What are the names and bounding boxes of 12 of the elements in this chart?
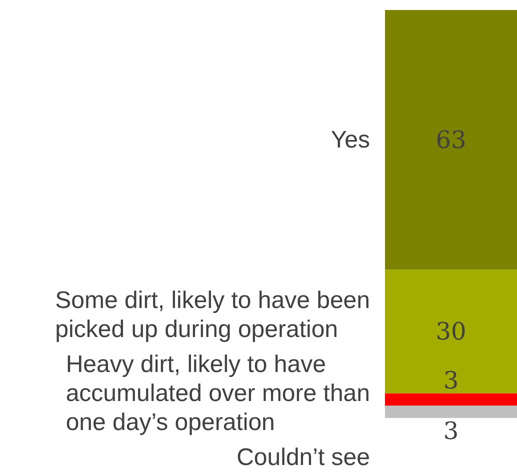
bar [385, 406, 517, 418]
series-label: Some dirt, likely to have been picked up during operation [55, 287, 370, 343]
data-label: 3 [443, 417, 459, 445]
bar [385, 393, 517, 406]
series-label: Heavy dirt, likely to have accumulated over more than one day’s operation [66, 351, 370, 436]
bar [385, 10, 517, 270]
bar [385, 270, 517, 394]
data-label: 63 [436, 126, 466, 154]
data-label: 3 [443, 366, 459, 394]
series-label: Yes [330, 126, 370, 154]
series-label: Couldn’t see [236, 444, 370, 471]
data-label: 30 [436, 317, 466, 346]
